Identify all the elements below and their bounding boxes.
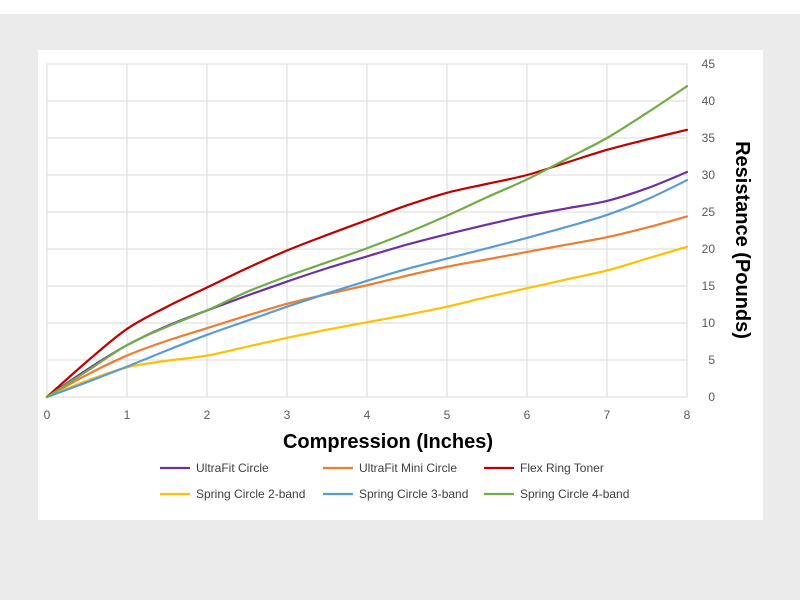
legend-item-spring-circle-3-band: Spring Circle 3-band [323,487,468,501]
y-tick-labels: 0 5 10 15 20 25 30 35 40 45 [702,57,716,404]
legend-item-ultrafit-circle: UltraFit Circle [160,461,269,475]
y-tick-label: 30 [702,168,716,182]
legend-item-flex-ring-toner: Flex Ring Toner [484,461,604,475]
x-tick-label: 0 [44,408,51,422]
legend-label: Spring Circle 4-band [520,487,629,501]
legend: UltraFit Circle UltraFit Mini Circle Flex … [160,461,629,501]
series-line-flex-ring-toner [45,128,689,399]
x-tick-label: 1 [124,408,131,422]
x-tick-label: 2 [204,408,211,422]
series-line-spring-circle-3-band [45,179,689,399]
series-lines [45,85,689,399]
x-tick-label: 4 [364,408,371,422]
gridlines [46,63,688,398]
legend-item-spring-circle-4-band: Spring Circle 4-band [484,487,629,501]
x-tick-label: 3 [284,408,291,422]
legend-item-spring-circle-2-band: Spring Circle 2-band [160,487,305,501]
y-tick-label: 35 [702,131,716,145]
y-tick-label: 40 [702,94,716,108]
legend-label: UltraFit Circle [196,461,269,475]
y-tick-label: 15 [702,279,716,293]
x-tick-label: 8 [684,408,691,422]
y-tick-label: 25 [702,205,716,219]
top-band [0,0,800,14]
legend-label: Spring Circle 2-band [196,487,305,501]
legend-item-ultrafit-mini-circle: UltraFit Mini Circle [323,461,457,475]
plot-area-border [46,63,688,398]
y-tick-label: 20 [702,242,716,256]
x-tick-label: 6 [524,408,531,422]
x-tick-labels: 0 1 2 3 4 5 6 7 8 [44,408,691,422]
series-line-spring-circle-4-band [45,85,689,399]
y-tick-label: 45 [702,57,716,71]
x-tick-label: 7 [604,408,611,422]
legend-label: UltraFit Mini Circle [359,461,457,475]
series-line-spring-circle-2-band [45,245,689,399]
x-tick-label: 5 [444,408,451,422]
y-axis-title: Resistance (Pounds) [731,141,753,339]
series-line-ultrafit-mini-circle [45,215,689,399]
y-tick-label: 0 [708,390,715,404]
y-tick-label: 10 [702,316,716,330]
x-axis-title: Compression (Inches) [283,431,493,453]
legend-label: Flex Ring Toner [520,461,604,475]
legend-label: Spring Circle 3-band [359,487,468,501]
y-tick-label: 5 [708,353,715,367]
